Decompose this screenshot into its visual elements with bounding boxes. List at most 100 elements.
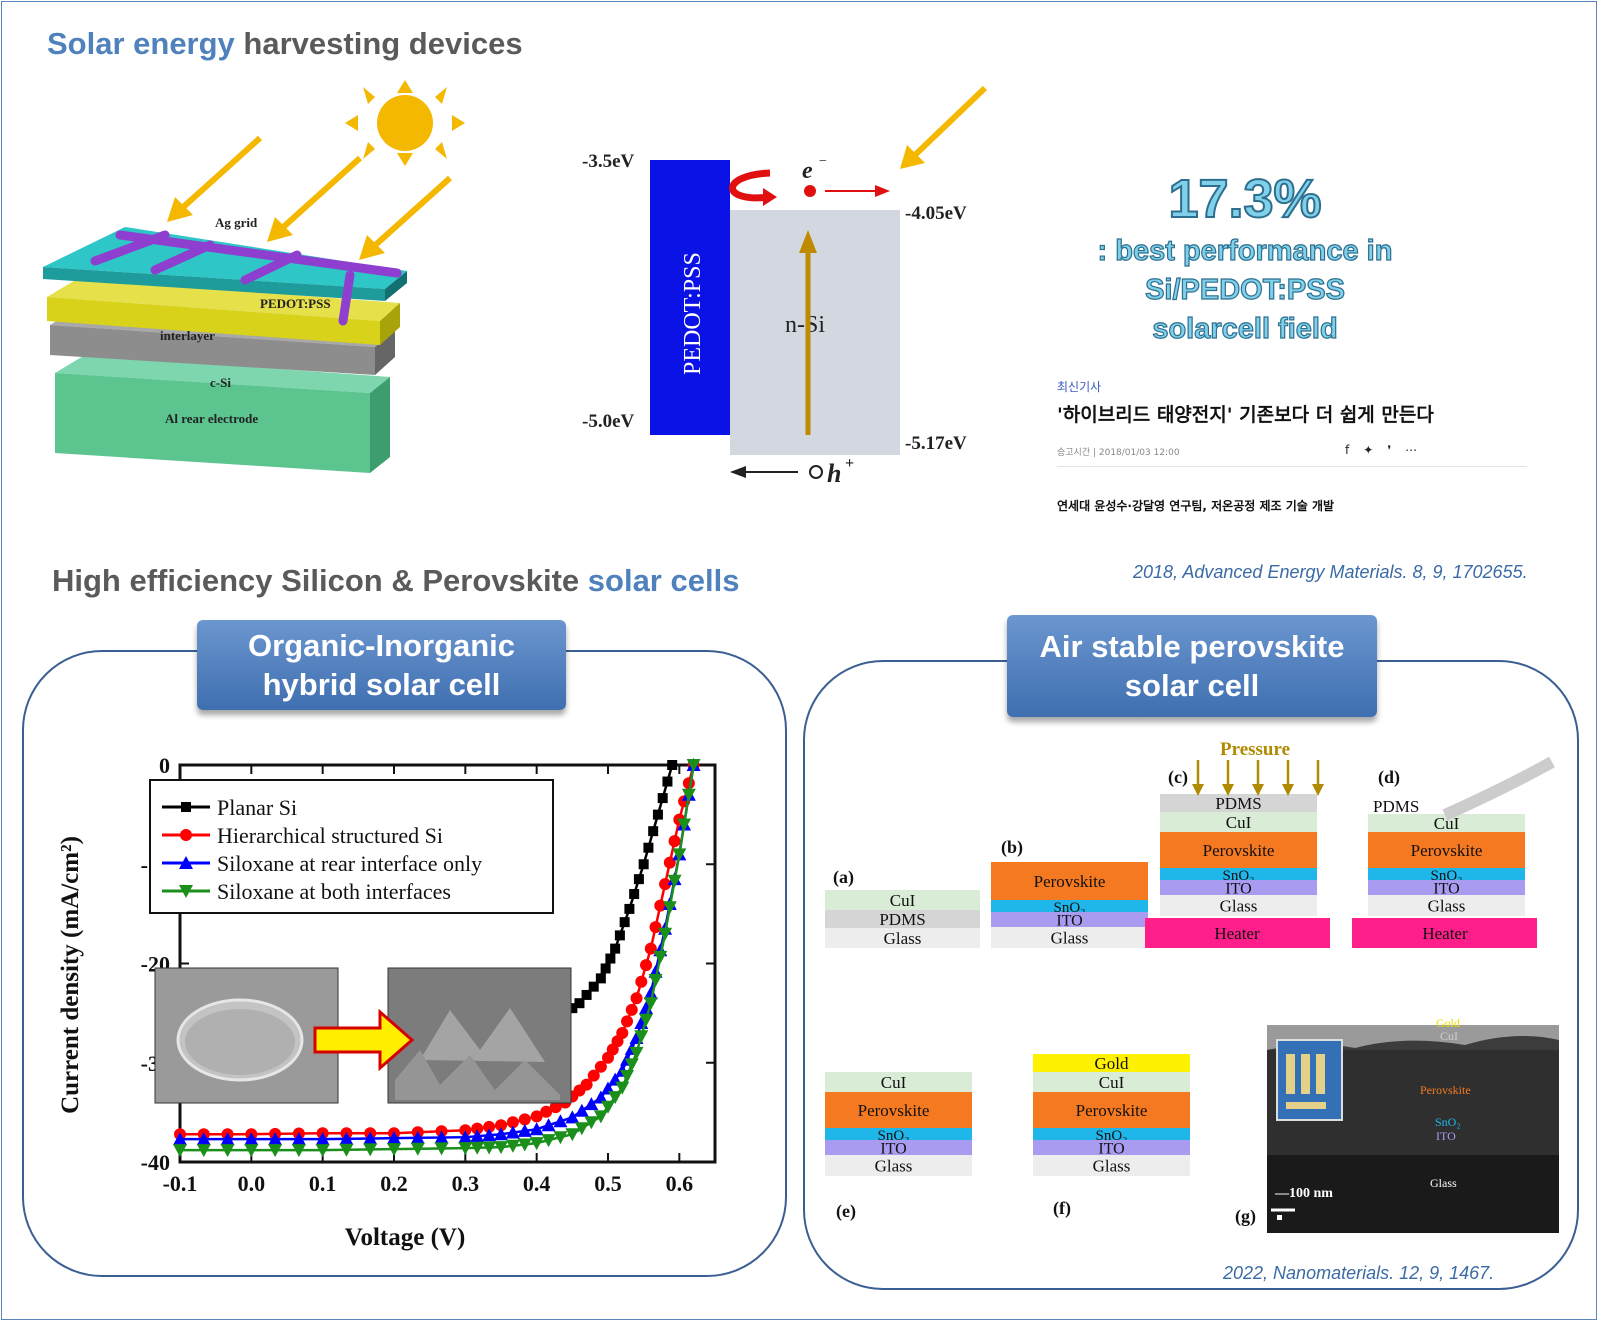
label-csi: c-Si bbox=[210, 375, 231, 390]
legend-marker bbox=[181, 802, 191, 812]
data-point bbox=[483, 1120, 496, 1133]
layer-label: Glass bbox=[1051, 929, 1089, 948]
data-point bbox=[635, 975, 648, 988]
layer bbox=[991, 912, 1148, 927]
legend-label: Siloxane at both interfaces bbox=[217, 879, 451, 904]
data-point bbox=[662, 776, 673, 787]
layer-label: Perovskite bbox=[1203, 841, 1275, 860]
x-tick-label: 0.2 bbox=[380, 1171, 408, 1196]
data-point bbox=[640, 959, 653, 972]
layer bbox=[825, 1155, 972, 1176]
data-point bbox=[494, 1127, 508, 1141]
layer bbox=[1033, 1092, 1190, 1128]
data-point bbox=[621, 1015, 634, 1028]
news-share-icons[interactable]: f✦❜⋯ bbox=[1345, 443, 1432, 457]
perovskite-diagram: CuIPDMSGlassPerovskiteSnO₂ITOGlassPDMSCu… bbox=[825, 740, 1559, 1233]
x-tick-label: 0.4 bbox=[523, 1171, 551, 1196]
label-interlayer: interlayer bbox=[160, 328, 215, 343]
data-point bbox=[639, 1013, 654, 1027]
layer-label: Glass bbox=[1093, 1157, 1131, 1176]
layer bbox=[991, 927, 1148, 948]
layer bbox=[825, 1128, 972, 1140]
top-heading: Solar energy harvesting devices bbox=[47, 26, 523, 62]
x-tick-label: 0.0 bbox=[238, 1171, 265, 1196]
band-diagram: PEDOT:PSS n-Si e − h + -3.5eV -5.0eV -4.… bbox=[582, 85, 988, 488]
level-405: -4.05eV bbox=[905, 203, 967, 224]
hole-sup: + bbox=[845, 455, 854, 472]
chart-ylabel: Current density (mA/cm²) bbox=[57, 836, 84, 1114]
data-point bbox=[629, 889, 640, 900]
data-point bbox=[517, 1123, 532, 1137]
data-point bbox=[580, 1078, 593, 1091]
data-point bbox=[553, 1114, 568, 1128]
data-point bbox=[657, 793, 668, 804]
news-divider bbox=[1057, 466, 1527, 467]
layer-label: ITO bbox=[880, 1141, 906, 1158]
right-tab-line1: Air stable perovskite bbox=[1039, 629, 1345, 664]
pedot-band-label: PEDOT:PSS bbox=[680, 252, 706, 375]
layer bbox=[1160, 868, 1317, 880]
data-point bbox=[648, 974, 663, 988]
data-point bbox=[471, 1122, 484, 1135]
data-point bbox=[681, 788, 696, 802]
label-a: (a) bbox=[833, 867, 854, 888]
data-point bbox=[625, 1003, 638, 1016]
data-point bbox=[506, 1116, 519, 1129]
legend-label: Siloxane at rear interface only bbox=[217, 851, 482, 876]
section2-heading: High efficiency Silicon & Perovskite sol… bbox=[52, 563, 739, 599]
highlight-line1: : best performance in bbox=[1097, 234, 1393, 267]
data-point bbox=[643, 986, 658, 1000]
data-point bbox=[652, 809, 663, 820]
pedot-band bbox=[650, 160, 730, 435]
data-point bbox=[581, 989, 592, 1000]
layer bbox=[1368, 895, 1525, 916]
layer bbox=[1368, 814, 1525, 832]
highlight-text: : best performance in Si/PEDOT:PSS solar… bbox=[1040, 232, 1450, 349]
sem-cross-section bbox=[1267, 1025, 1559, 1233]
data-point bbox=[196, 1132, 211, 1146]
data-point bbox=[619, 917, 630, 928]
layer-label: CuI bbox=[890, 891, 916, 910]
data-point bbox=[541, 1118, 556, 1132]
level-50: -5.0eV bbox=[582, 411, 635, 432]
data-point bbox=[649, 921, 662, 934]
data-point bbox=[458, 1142, 473, 1156]
data-point bbox=[668, 835, 681, 848]
layer bbox=[825, 1072, 972, 1092]
data-point bbox=[410, 1142, 425, 1156]
data-point bbox=[686, 759, 701, 772]
layer-label: PDMS bbox=[1373, 797, 1419, 816]
inset-arrow bbox=[313, 1008, 415, 1072]
data-point bbox=[633, 874, 644, 885]
sun-icon bbox=[345, 80, 465, 166]
data-point bbox=[605, 953, 616, 964]
label-d: (d) bbox=[1378, 767, 1400, 788]
peel-film bbox=[1442, 756, 1555, 821]
news-sub: 연세대 윤성수·강달영 연구팀, 저온공정 제조 기술 개발 bbox=[1057, 499, 1335, 513]
data-point bbox=[196, 1144, 211, 1158]
legend-marker bbox=[179, 856, 193, 869]
sem-scale-label: —100 nm bbox=[1274, 1186, 1333, 1201]
data-point bbox=[495, 1119, 507, 1132]
data-point bbox=[541, 1134, 556, 1148]
data-point bbox=[494, 1141, 508, 1155]
data-point bbox=[244, 1144, 259, 1158]
electron-label: e bbox=[802, 158, 813, 184]
sem-gold-label: Gold bbox=[1436, 1016, 1460, 1030]
label-f: (f) bbox=[1053, 1198, 1071, 1219]
electron-sup: − bbox=[819, 154, 827, 169]
level-517: -5.17eV bbox=[905, 433, 967, 454]
layer bbox=[825, 910, 980, 928]
hole-arrow-head bbox=[799, 230, 817, 253]
level-35: -3.5eV bbox=[582, 151, 635, 172]
data-point bbox=[593, 1110, 608, 1124]
layer bbox=[1368, 832, 1525, 868]
heater-d bbox=[1352, 918, 1537, 948]
electron-dot bbox=[804, 185, 816, 197]
label-pedot: PEDOT:PSS bbox=[260, 296, 331, 311]
data-point bbox=[624, 903, 635, 914]
